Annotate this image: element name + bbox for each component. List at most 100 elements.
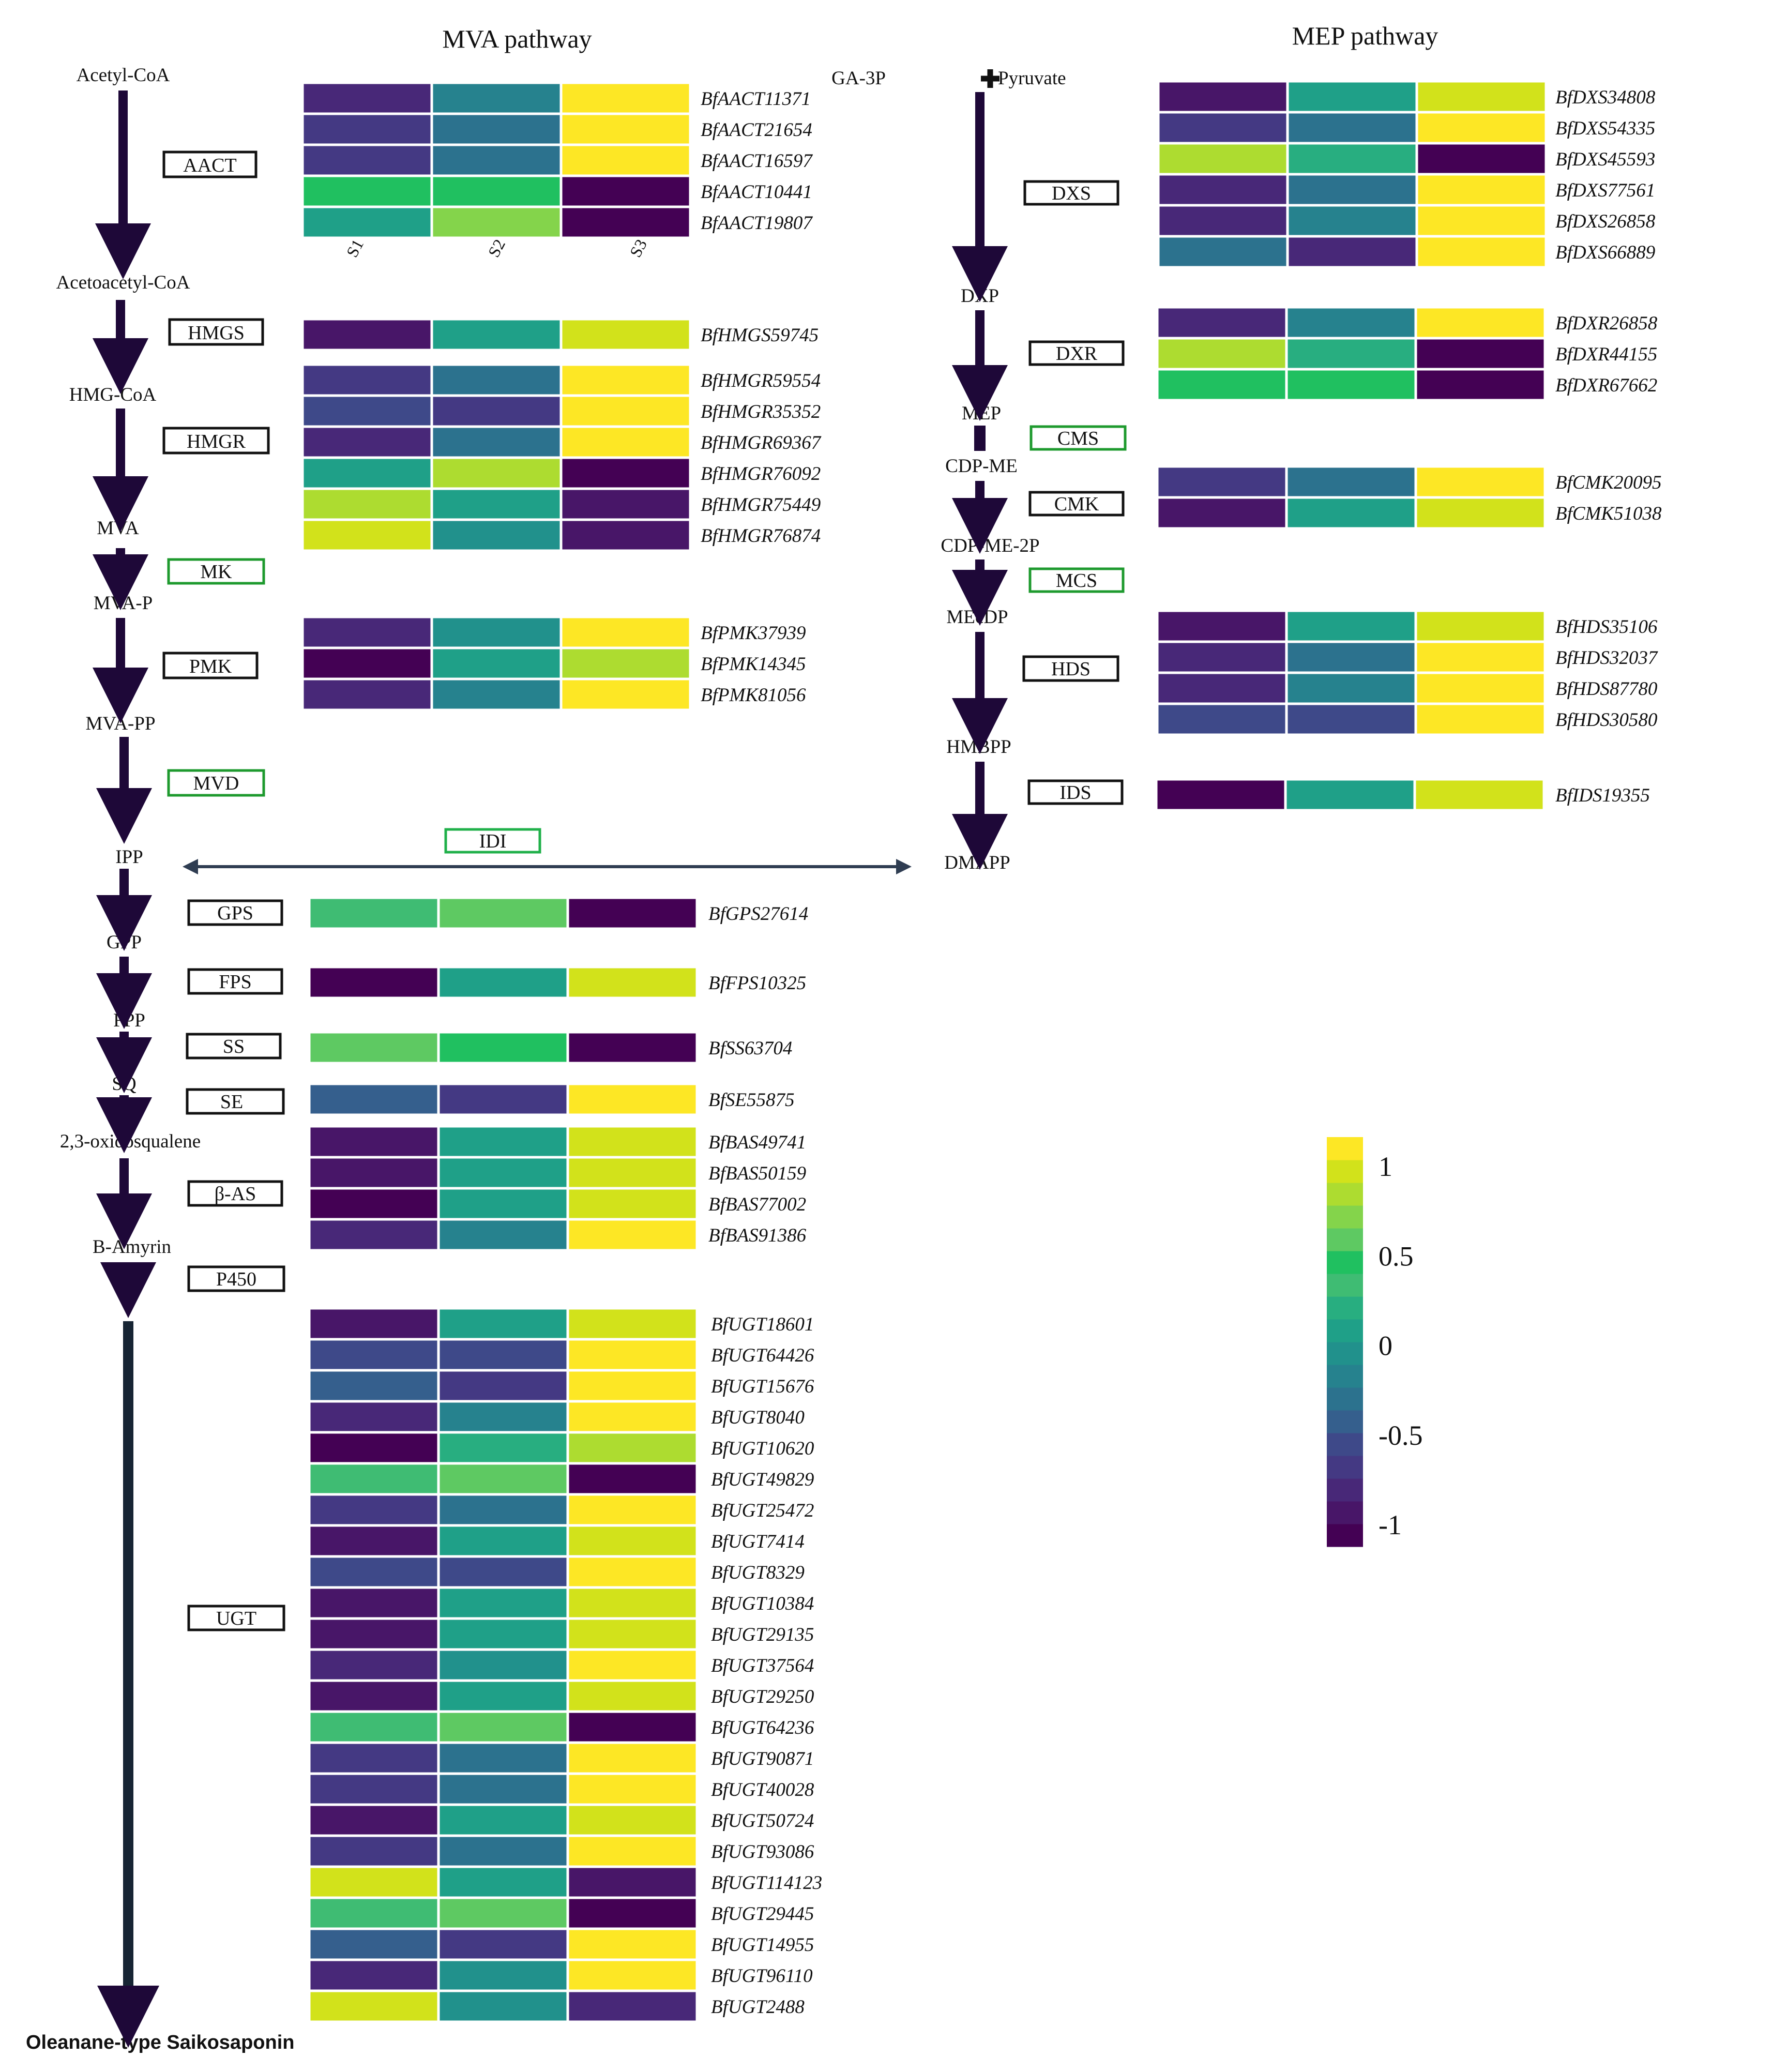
gene-label-BfDXR67662: BfDXR67662 bbox=[1555, 375, 1657, 396]
enzyme-box-ugt: UGT bbox=[187, 1605, 285, 1631]
heatmap-cell-BfDXS34808-S2 bbox=[1286, 80, 1418, 114]
heatmap-cell-BfHMGR35352-S1 bbox=[301, 394, 433, 428]
gene-label-BfUGT15676: BfUGT15676 bbox=[711, 1376, 814, 1397]
sample-axis-labels: S1 S2 S3 bbox=[342, 236, 650, 261]
heatmap-cell-BfHMGR76874-S2 bbox=[430, 518, 563, 552]
colorbar-segment-17 bbox=[1327, 1137, 1363, 1160]
metabolite-dxp: DXP bbox=[961, 285, 999, 307]
gene-label-BfSS63704: BfSS63704 bbox=[708, 1038, 792, 1059]
colorbar-segment-5 bbox=[1327, 1410, 1363, 1433]
heatmap-cell-BfPMK81056-S3 bbox=[559, 677, 692, 712]
heatmap-cell-BfUGT10620-S2 bbox=[437, 1431, 569, 1465]
colorbar-segment-4 bbox=[1327, 1433, 1363, 1456]
gene-label-BfUGT14955: BfUGT14955 bbox=[711, 1934, 814, 1956]
heatmap-cell-BfHMGR69367-S3 bbox=[559, 425, 692, 459]
colorbar-tick-label: 0 bbox=[1379, 1330, 1392, 1362]
heatmap-cell-BfDXS34808-S1 bbox=[1157, 80, 1289, 114]
heatmap-cell-BfUGT7414-S3 bbox=[566, 1524, 699, 1558]
colorbar-segment-6 bbox=[1327, 1387, 1363, 1411]
heatmap-cell-BfHMGR59554-S1 bbox=[301, 363, 433, 397]
heatmap-cell-BfSS63704-S1 bbox=[308, 1031, 440, 1065]
metabolite-ipp: IPP bbox=[115, 846, 143, 868]
heatmap-cell-BfUGT2488-S3 bbox=[566, 1989, 699, 2023]
enzyme-box-idi: IDI bbox=[444, 828, 541, 854]
gene-label-BfDXR26858: BfDXR26858 bbox=[1555, 313, 1658, 334]
gene-label-BfHDS30580: BfHDS30580 bbox=[1555, 709, 1658, 731]
heatmap-cell-BfUGT40028-S1 bbox=[308, 1772, 440, 1806]
heatmap-cell-BfUGT18601-S1 bbox=[308, 1307, 440, 1341]
heatmap-cell-BfDXS77561-S3 bbox=[1415, 173, 1548, 207]
heatmap-cell-BfUGT90871-S1 bbox=[308, 1741, 440, 1775]
heatmap-cell-BfHMGR76874-S3 bbox=[559, 518, 692, 552]
gene-label-BfHDS87780: BfHDS87780 bbox=[1555, 678, 1658, 700]
svg-text:IDI: IDI bbox=[479, 830, 507, 852]
heatmap-cell-BfAACT16597-S3 bbox=[559, 143, 692, 177]
gene-label-BfPMK14345: BfPMK14345 bbox=[701, 654, 806, 675]
gene-labels: BfAACT11371 BfAACT21654 BfAACT16597 BfAACT1… bbox=[701, 87, 1662, 2018]
gene-label-BfBAS49741: BfBAS49741 bbox=[708, 1132, 806, 1153]
metabolite-mva-p: MVA-P bbox=[94, 593, 153, 614]
gene-label-BfHMGR76874: BfHMGR76874 bbox=[701, 525, 821, 547]
heatmap-cell-BfUGT49829-S2 bbox=[437, 1462, 569, 1496]
heatmap-cell-BfHMGR35352-S2 bbox=[430, 394, 563, 428]
heatmap-cell-BfUGT50724-S1 bbox=[308, 1803, 440, 1837]
svg-text:GPS: GPS bbox=[217, 902, 253, 924]
svg-text:HMGR: HMGR bbox=[187, 431, 246, 452]
heatmap-cell-BfAACT16597-S1 bbox=[301, 143, 433, 177]
gene-label-BfGPS27614: BfGPS27614 bbox=[708, 903, 808, 925]
metabolite-hmg-coa: HMG-CoA bbox=[69, 384, 157, 405]
enzyme-box-mvd: MVD bbox=[167, 769, 265, 797]
heatmap-cell-BfHMGR75449-S2 bbox=[430, 487, 563, 521]
heatmap-cell-BfDXS26858-S2 bbox=[1286, 204, 1418, 238]
colorbar-ticks: 1 0.5 0 -0.5 -1 bbox=[1379, 1151, 1422, 1540]
metabolite-mep: MEP bbox=[962, 403, 1001, 424]
heatmap-cell-BfHDS35106-S2 bbox=[1285, 609, 1417, 643]
heatmap-cell-BfBAS49741-S1 bbox=[308, 1125, 440, 1159]
gene-label-BfUGT50724: BfUGT50724 bbox=[711, 1810, 814, 1832]
heatmap-cell-BfHMGR59554-S2 bbox=[430, 363, 563, 397]
svg-text:CMS: CMS bbox=[1057, 428, 1099, 449]
heatmap-cell-BfDXS77561-S1 bbox=[1157, 173, 1289, 207]
heatmap-cell-BfUGT29250-S2 bbox=[437, 1679, 569, 1713]
heatmap-cell-BfDXS45593-S3 bbox=[1415, 142, 1548, 176]
enzyme-box-hds: HDS bbox=[1022, 655, 1119, 682]
heatmap-cell-BfAACT19807-S1 bbox=[301, 205, 433, 239]
heatmap-cell-BfUGT10620-S1 bbox=[308, 1431, 440, 1465]
metabolite-fpp: FPP bbox=[113, 1010, 145, 1031]
heatmap-cell-BfAACT21654-S2 bbox=[430, 112, 563, 146]
heatmap-cell-BfHMGR35352-S3 bbox=[559, 394, 692, 428]
heatmap-cell-BfHMGR59554-S3 bbox=[559, 363, 692, 397]
gene-label-BfAACT19807: BfAACT19807 bbox=[701, 213, 813, 234]
gene-label-BfDXR44155: BfDXR44155 bbox=[1555, 344, 1657, 365]
enzyme-box-cmk: CMK bbox=[1028, 491, 1125, 517]
heatmap-cell-BfAACT16597-S2 bbox=[430, 143, 563, 177]
heatmap-cell-BfUGT15676-S3 bbox=[566, 1369, 699, 1403]
heatmap-cell-BfHDS32037-S3 bbox=[1414, 640, 1547, 674]
heatmap-cell-BfUGT64236-S3 bbox=[566, 1710, 699, 1744]
heatmap-cell-BfUGT49829-S3 bbox=[566, 1462, 699, 1496]
heatmap-cell-BfUGT18601-S3 bbox=[566, 1307, 699, 1341]
heatmap-cell-BfUGT64426-S2 bbox=[437, 1338, 569, 1372]
metabolite-acetoacetyl-coa: Acetoacetyl-CoA bbox=[56, 272, 190, 293]
heatmap-cell-BfHDS35106-S1 bbox=[1156, 609, 1288, 643]
heatmap-cell-BfUGT64426-S3 bbox=[566, 1338, 699, 1372]
heatmap-cell-BfBAS50159-S2 bbox=[437, 1156, 569, 1190]
gene-label-BfDXS66889: BfDXS66889 bbox=[1555, 242, 1655, 263]
metabolite-mva-pp: MVA-PP bbox=[85, 713, 155, 734]
heatmap-cell-BfHDS87780-S2 bbox=[1285, 671, 1417, 705]
metabolite-b-amyrin: B-Amyrin bbox=[93, 1236, 171, 1258]
heatmap-cell-BfDXR67662-S1 bbox=[1156, 368, 1288, 402]
colorbar-tick-label: -0.5 bbox=[1379, 1420, 1422, 1451]
heatmap-cell-BfUGT18601-S2 bbox=[437, 1307, 569, 1341]
heatmap-cell-BfUGT96110-S3 bbox=[566, 1958, 699, 1992]
svg-text:GA-3P: GA-3P bbox=[831, 68, 886, 89]
metabolite-cdp-me: CDP-ME bbox=[945, 456, 1018, 477]
gene-label-BfDXS54335: BfDXS54335 bbox=[1555, 118, 1655, 139]
heatmap-cell-BfUGT29135-S3 bbox=[566, 1617, 699, 1651]
heatmap-cell-BfUGT96110-S1 bbox=[308, 1958, 440, 1992]
svg-text:SE: SE bbox=[220, 1091, 243, 1113]
heatmap-cell-BfHDS87780-S1 bbox=[1156, 671, 1288, 705]
gene-label-BfUGT8040: BfUGT8040 bbox=[711, 1407, 805, 1428]
heatmap-cell-BfUGT14955-S1 bbox=[308, 1927, 440, 1961]
heatmap-cell-BfFPS10325-S3 bbox=[566, 965, 699, 1000]
